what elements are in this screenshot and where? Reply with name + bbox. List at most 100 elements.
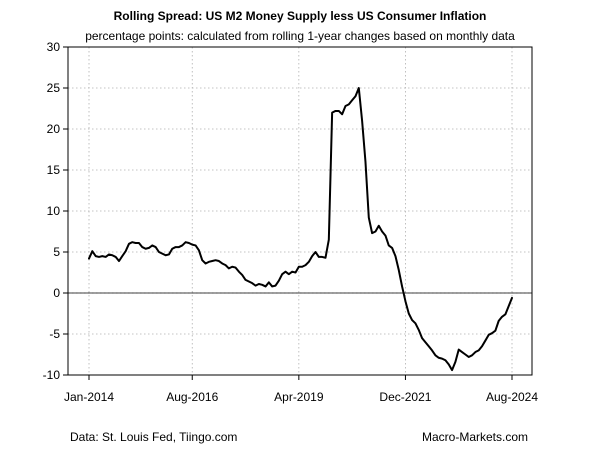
data-point — [374, 230, 377, 233]
x-tick-label: Apr-2019 — [274, 390, 324, 404]
data-point — [251, 282, 253, 284]
source-note: Data: St. Louis Fed, Tiingo.com — [70, 430, 238, 444]
data-point — [444, 359, 447, 361]
data-point — [511, 297, 513, 299]
data-point — [115, 256, 117, 258]
data-point — [148, 247, 150, 249]
data-point — [135, 242, 137, 244]
data-point — [281, 273, 283, 275]
data-point — [185, 241, 187, 243]
data-point — [394, 255, 397, 257]
data-point — [234, 266, 237, 269]
data-point — [371, 232, 373, 234]
data-point — [175, 246, 177, 248]
x-tick-label: Jan-2014 — [64, 390, 114, 404]
y-tick-label: 25 — [47, 81, 61, 95]
data-point — [448, 363, 450, 365]
data-point — [261, 284, 263, 286]
data-point — [238, 271, 240, 273]
data-point — [131, 241, 133, 243]
data-point — [191, 244, 193, 246]
x-tick-label: Dec-2021 — [379, 390, 431, 404]
data-point — [384, 235, 387, 237]
data-point — [231, 266, 233, 268]
data-point — [334, 110, 337, 112]
data-point — [111, 254, 113, 256]
data-point — [258, 283, 260, 285]
data-point — [105, 256, 107, 258]
y-tick-label: 20 — [47, 122, 61, 136]
data-point — [301, 266, 303, 268]
data-point — [288, 273, 290, 275]
data-point — [228, 267, 230, 269]
data-point — [338, 110, 340, 112]
data-point — [98, 256, 100, 258]
y-tick-label: 30 — [47, 40, 61, 54]
data-point — [361, 120, 363, 122]
data-point — [348, 103, 350, 105]
data-point — [241, 274, 243, 276]
data-point — [488, 334, 490, 336]
data-point — [398, 269, 400, 271]
data-point — [324, 257, 327, 259]
data-point — [181, 244, 183, 247]
data-point — [218, 260, 220, 262]
chart-title: Rolling Spread: US M2 Money Supply less … — [113, 9, 487, 23]
y-tick-label: -10 — [43, 368, 61, 382]
series-layer — [88, 87, 513, 372]
data-point — [171, 248, 173, 250]
x-tick-label: Aug-2024 — [486, 390, 538, 404]
data-point — [318, 256, 320, 258]
data-point — [244, 279, 247, 281]
data-point — [431, 349, 433, 351]
brand-note: Macro-Markets.com — [421, 430, 528, 444]
data-point — [165, 254, 167, 256]
data-point — [378, 225, 380, 227]
x-tick-label: Aug-2016 — [166, 390, 218, 404]
data-point — [274, 285, 277, 287]
data-point — [284, 271, 287, 273]
data-point — [508, 305, 510, 307]
data-point — [311, 255, 313, 257]
y-tick-label: -5 — [49, 327, 60, 341]
data-point — [428, 345, 430, 347]
data-point — [381, 230, 383, 233]
data-point — [471, 354, 473, 356]
data-point — [141, 246, 143, 248]
data-point — [328, 239, 330, 241]
data-point — [331, 112, 333, 114]
data-point — [468, 356, 470, 358]
data-point — [354, 95, 357, 97]
data-point — [424, 341, 427, 343]
data-point — [458, 348, 460, 351]
data-point — [161, 253, 163, 255]
data-point — [194, 244, 197, 247]
data-point — [461, 351, 463, 353]
y-axis: -10 -5 0 5 10 15 20 25 30 — [43, 40, 68, 382]
data-point — [291, 271, 293, 273]
data-point — [438, 357, 440, 359]
data-point — [388, 244, 390, 247]
data-point — [411, 319, 413, 321]
data-point — [478, 349, 480, 351]
data-point — [364, 161, 367, 163]
data-point — [441, 358, 443, 360]
data-point — [125, 250, 127, 252]
data-point — [308, 261, 310, 263]
data-point — [414, 322, 417, 324]
data-point — [358, 87, 360, 89]
data-point — [391, 247, 393, 249]
data-point — [101, 255, 103, 257]
data-point — [294, 271, 297, 274]
data-point — [155, 246, 157, 248]
data-point — [491, 332, 493, 334]
data-point — [188, 242, 190, 244]
data-point — [221, 262, 223, 265]
data-point — [204, 262, 207, 265]
data-point — [368, 216, 370, 219]
data-point — [158, 251, 160, 253]
data-point — [484, 339, 486, 342]
data-point — [501, 316, 503, 318]
data-point — [264, 285, 267, 288]
